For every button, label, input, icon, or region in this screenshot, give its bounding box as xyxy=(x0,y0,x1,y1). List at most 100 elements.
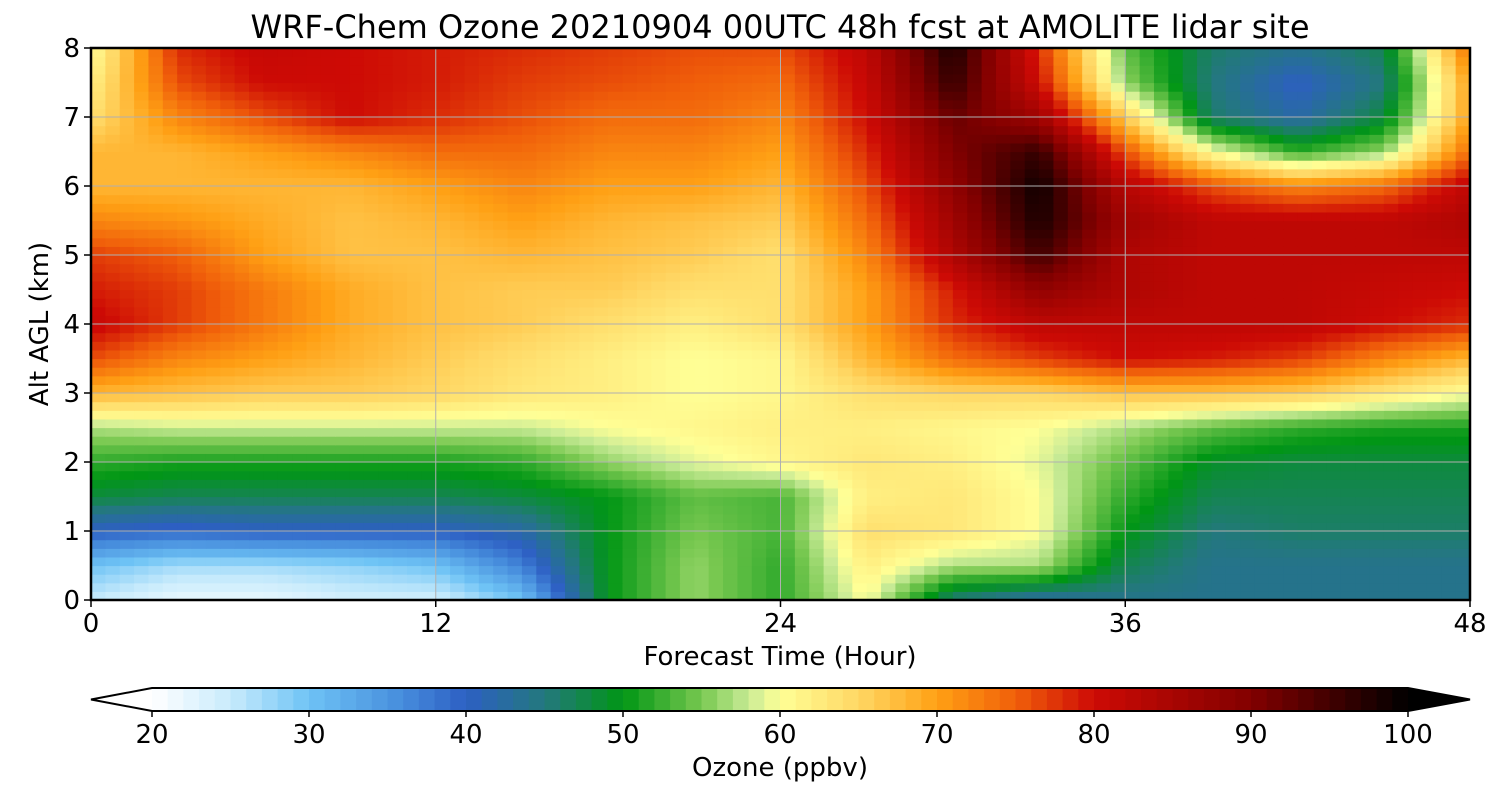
heatmap-cell xyxy=(1024,427,1040,437)
heatmap-cell xyxy=(794,531,810,541)
heatmap-cell xyxy=(866,263,882,273)
heatmap-cell xyxy=(1082,160,1098,170)
heatmap-cell xyxy=(349,272,365,282)
heatmap-cell xyxy=(608,548,624,558)
heatmap-cell xyxy=(1067,513,1083,523)
heatmap-cell xyxy=(1355,384,1371,394)
heatmap-cell xyxy=(148,591,164,600)
heatmap-cell xyxy=(737,556,753,567)
heatmap-cell xyxy=(1426,211,1442,222)
heatmap-cell xyxy=(306,160,322,170)
heatmap-cell xyxy=(852,453,868,463)
heatmap-cell xyxy=(924,237,940,247)
heatmap-cell xyxy=(866,531,882,541)
heatmap-cell xyxy=(1426,341,1442,351)
heatmap-cell xyxy=(1268,410,1284,420)
heatmap-cell xyxy=(636,324,652,334)
heatmap-cell xyxy=(608,522,624,532)
heatmap-cell xyxy=(694,229,710,239)
heatmap-cell xyxy=(924,255,940,265)
heatmap-cell xyxy=(866,367,882,377)
heatmap-cell xyxy=(205,393,221,403)
heatmap-cell xyxy=(119,142,135,153)
heatmap-cell xyxy=(493,177,509,187)
heatmap-cell xyxy=(1197,582,1213,592)
heatmap-cell xyxy=(464,280,480,291)
heatmap-cell xyxy=(1398,505,1414,515)
heatmap-cell xyxy=(866,427,882,437)
heatmap-cell xyxy=(1297,203,1313,213)
heatmap-cell xyxy=(1383,229,1399,239)
heatmap-cell xyxy=(995,574,1011,584)
heatmap-cell xyxy=(550,298,566,308)
heatmap-cell xyxy=(1240,289,1256,299)
heatmap-cell xyxy=(593,436,609,446)
heatmap-cell xyxy=(1398,401,1414,411)
heatmap-cell xyxy=(708,453,724,463)
heatmap-cell xyxy=(1311,470,1327,480)
heatmap-cell xyxy=(1110,220,1126,230)
heatmap-cell xyxy=(134,151,150,161)
heatmap-cell xyxy=(723,470,738,480)
heatmap-cell xyxy=(220,203,236,213)
heatmap-cell xyxy=(694,255,710,265)
heatmap-cell xyxy=(205,479,221,489)
heatmap-cell xyxy=(1168,194,1184,204)
heatmap-cell xyxy=(134,332,150,342)
heatmap-cell xyxy=(349,332,365,342)
heatmap-cell xyxy=(1110,280,1126,291)
heatmap-cell xyxy=(636,401,652,411)
heatmap-cell xyxy=(306,306,322,316)
heatmap-cell xyxy=(1082,574,1098,584)
heatmap-cell xyxy=(493,401,509,411)
heatmap-cell xyxy=(636,591,652,600)
heatmap-cell xyxy=(1326,565,1342,575)
heatmap-cell xyxy=(608,315,624,325)
heatmap-cell xyxy=(407,375,422,385)
heatmap-cell xyxy=(608,160,624,170)
heatmap-cell xyxy=(191,384,207,394)
heatmap-cell xyxy=(148,220,164,230)
heatmap-cell xyxy=(780,289,796,299)
heatmap-cell xyxy=(1039,203,1055,213)
heatmap-cell xyxy=(952,436,968,446)
heatmap-cell xyxy=(665,298,681,308)
heatmap-cell xyxy=(507,203,523,213)
heatmap-cell xyxy=(320,220,336,230)
heatmap-cell xyxy=(723,194,738,204)
heatmap-cell xyxy=(995,548,1011,558)
heatmap-cell xyxy=(205,436,221,446)
heatmap-cell xyxy=(1441,556,1457,567)
heatmap-cell xyxy=(1211,177,1227,187)
heatmap-cell xyxy=(938,298,954,308)
heatmap-cell xyxy=(1240,453,1256,463)
heatmap-cell xyxy=(737,401,753,411)
heatmap-cell xyxy=(1441,367,1457,377)
heatmap-cell xyxy=(450,358,466,368)
heatmap-cell xyxy=(306,229,322,239)
heatmap-cell xyxy=(263,462,279,472)
heatmap-cell xyxy=(249,168,264,178)
heatmap-cell xyxy=(981,315,997,325)
heatmap-cell xyxy=(220,324,236,334)
heatmap-cell xyxy=(363,513,379,523)
heatmap-cell xyxy=(1024,539,1040,549)
heatmap-cell xyxy=(1441,341,1457,351)
heatmap-cell xyxy=(1197,298,1213,308)
heatmap-cell xyxy=(335,427,351,437)
heatmap-cell xyxy=(809,453,825,463)
heatmap-cell xyxy=(622,505,638,515)
heatmap-cell xyxy=(234,211,250,222)
heatmap-cell xyxy=(1412,211,1428,222)
heatmap-cell xyxy=(335,255,351,265)
heatmap-cell xyxy=(421,522,437,532)
heatmap-cell xyxy=(478,349,494,360)
heatmap-cell xyxy=(363,505,379,515)
heatmap-cell xyxy=(450,246,466,256)
heatmap-cell xyxy=(636,582,652,592)
heatmap-cell xyxy=(909,591,925,600)
heatmap-cell xyxy=(450,237,466,247)
heatmap-cell xyxy=(148,582,164,592)
heatmap-cell xyxy=(1110,375,1126,385)
heatmap-cell xyxy=(148,505,164,515)
